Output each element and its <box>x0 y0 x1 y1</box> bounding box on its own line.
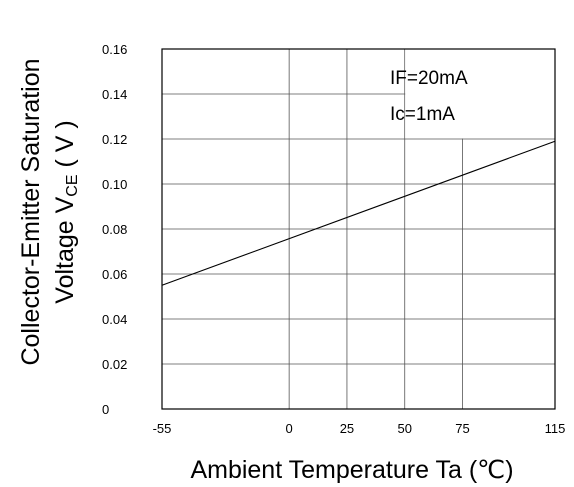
x-tick-label: -55 <box>153 421 172 436</box>
plot-frame <box>161 48 556 410</box>
y-tick-label: 0 <box>102 402 109 417</box>
tick-labels: 0 0.02 0.04 0.06 0.08 0.10 0.12 0.14 0.16 -55 0 25 5… <box>102 42 565 436</box>
y-tick-label: 0.14 <box>102 87 127 102</box>
annotation-ic: Ic=1mA <box>390 104 455 125</box>
y-axis-label-line1: Collector-Emitter Saturation <box>17 58 45 365</box>
y-axis-label-suffix: ( V ) <box>51 120 79 174</box>
y-tick-label: 0.12 <box>102 132 127 147</box>
x-axis-label: Ambient Temperature Ta (℃) <box>190 456 513 484</box>
y-tick-label: 0.06 <box>102 267 127 282</box>
annotation-background <box>405 49 555 139</box>
x-tick-label: 75 <box>455 421 469 436</box>
x-tick-label: 25 <box>340 421 354 436</box>
series <box>161 140 556 286</box>
annotation-box: IF=20mA Ic=1mA <box>390 49 555 139</box>
series-line <box>161 140 556 286</box>
y-tick-label: 0.02 <box>102 357 127 372</box>
y-tick-label: 0.04 <box>102 312 127 327</box>
y-axis-label-prefix: Voltage V <box>51 196 79 303</box>
y-axis-label-subscript: CE <box>64 174 81 196</box>
y-axis-label-line2: Voltage VCE ( V ) <box>51 120 81 303</box>
y-tick-label: 0.10 <box>102 177 127 192</box>
x-tick-label: 115 <box>545 421 566 436</box>
y-tick-label: 0.16 <box>102 42 127 57</box>
x-tick-label: 50 <box>398 421 412 436</box>
y-axis-label: Collector-Emitter Saturation Voltage VCE… <box>17 58 81 365</box>
x-tick-label: 0 <box>286 421 293 436</box>
y-tick-label: 0.08 <box>102 222 127 237</box>
annotation-if: IF=20mA <box>390 68 468 89</box>
